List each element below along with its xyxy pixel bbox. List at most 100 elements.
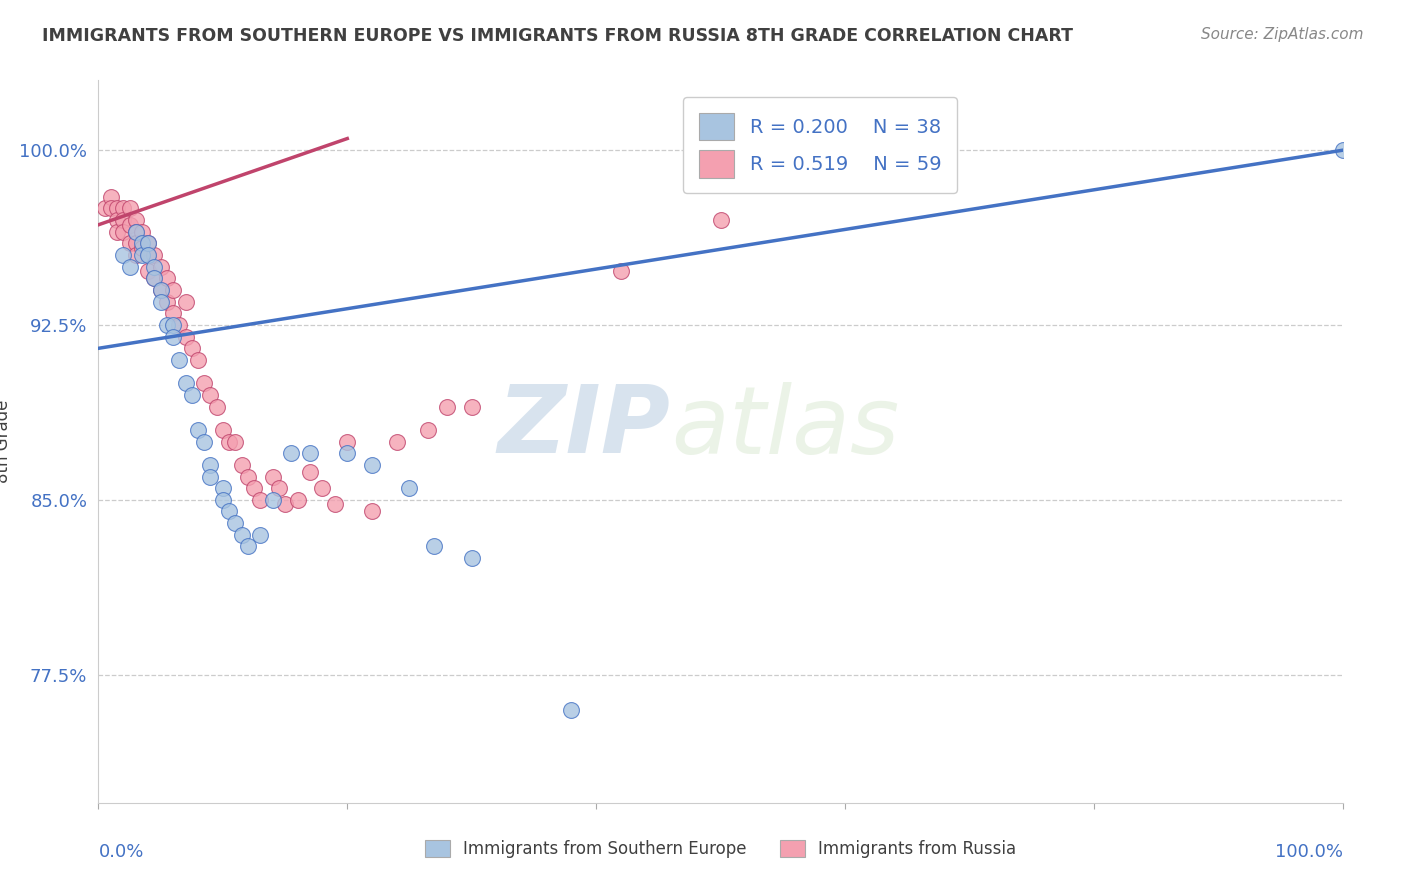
Point	[143, 248, 166, 262]
Point	[180, 388, 202, 402]
Point	[460, 551, 484, 566]
Point	[105, 202, 128, 216]
Point	[105, 213, 128, 227]
Point	[149, 294, 172, 309]
Point	[162, 283, 184, 297]
Point	[187, 353, 209, 368]
Point	[211, 423, 233, 437]
Point	[560, 702, 582, 716]
Point	[118, 218, 141, 232]
Point	[224, 516, 246, 530]
Text: atlas: atlas	[671, 382, 898, 473]
Point	[118, 236, 141, 251]
Point	[262, 469, 284, 483]
Point	[218, 434, 240, 449]
Point	[298, 465, 321, 479]
Text: IMMIGRANTS FROM SOUTHERN EUROPE VS IMMIGRANTS FROM RUSSIA 8TH GRADE CORRELATION : IMMIGRANTS FROM SOUTHERN EUROPE VS IMMIG…	[42, 27, 1073, 45]
Point	[143, 271, 166, 285]
Point	[118, 202, 141, 216]
Point	[262, 492, 284, 507]
Point	[436, 400, 458, 414]
Point	[125, 213, 148, 227]
Point	[136, 236, 159, 251]
Point	[93, 202, 115, 216]
Point	[218, 504, 240, 518]
Legend: Immigrants from Southern Europe, Immigrants from Russia: Immigrants from Southern Europe, Immigra…	[416, 832, 1025, 867]
Point	[200, 469, 222, 483]
Point	[149, 283, 172, 297]
Point	[236, 469, 259, 483]
Point	[298, 446, 321, 460]
Point	[143, 260, 166, 274]
Point	[249, 528, 271, 542]
Y-axis label: 8th Grade: 8th Grade	[0, 400, 13, 483]
Point	[131, 236, 153, 251]
Point	[125, 225, 148, 239]
Point	[224, 434, 246, 449]
Point	[131, 225, 153, 239]
Point	[143, 271, 166, 285]
Point	[105, 225, 128, 239]
Point	[136, 264, 159, 278]
Point	[136, 248, 159, 262]
Text: 0.0%: 0.0%	[98, 843, 143, 861]
Point	[112, 225, 135, 239]
Point	[100, 202, 122, 216]
Point	[100, 190, 122, 204]
Point	[267, 481, 290, 495]
Point	[125, 236, 148, 251]
Point	[710, 213, 733, 227]
Point	[156, 318, 179, 332]
Point	[162, 329, 184, 343]
Point	[385, 434, 408, 449]
Point	[274, 498, 297, 512]
Text: Source: ZipAtlas.com: Source: ZipAtlas.com	[1201, 27, 1364, 42]
Point	[418, 423, 440, 437]
Point	[1331, 143, 1354, 157]
Point	[211, 492, 233, 507]
Point	[423, 540, 446, 554]
Point	[193, 434, 215, 449]
Point	[112, 213, 135, 227]
Point	[112, 248, 135, 262]
Point	[336, 434, 359, 449]
Point	[131, 241, 153, 255]
Point	[156, 271, 179, 285]
Point	[287, 492, 309, 507]
Point	[149, 283, 172, 297]
Point	[162, 318, 184, 332]
Point	[361, 504, 384, 518]
Point	[236, 540, 259, 554]
Point	[118, 260, 141, 274]
Point	[280, 446, 302, 460]
Point	[211, 481, 233, 495]
Point	[231, 528, 253, 542]
Point	[187, 423, 209, 437]
Point	[125, 225, 148, 239]
Point	[610, 264, 633, 278]
Point	[323, 498, 346, 512]
Point	[149, 260, 172, 274]
Text: 100.0%: 100.0%	[1275, 843, 1343, 861]
Text: ZIP: ZIP	[498, 381, 671, 473]
Point	[398, 481, 420, 495]
Point	[174, 329, 197, 343]
Point	[125, 248, 148, 262]
Point	[243, 481, 266, 495]
Point	[136, 236, 159, 251]
Point	[174, 294, 197, 309]
Point	[162, 306, 184, 320]
Point	[193, 376, 215, 391]
Point	[311, 481, 333, 495]
Point	[336, 446, 359, 460]
Point	[361, 458, 384, 472]
Point	[112, 202, 135, 216]
Point	[169, 318, 191, 332]
Point	[136, 248, 159, 262]
Point	[174, 376, 197, 391]
Point	[156, 294, 179, 309]
Point	[180, 341, 202, 355]
Point	[249, 492, 271, 507]
Point	[205, 400, 228, 414]
Point	[200, 388, 222, 402]
